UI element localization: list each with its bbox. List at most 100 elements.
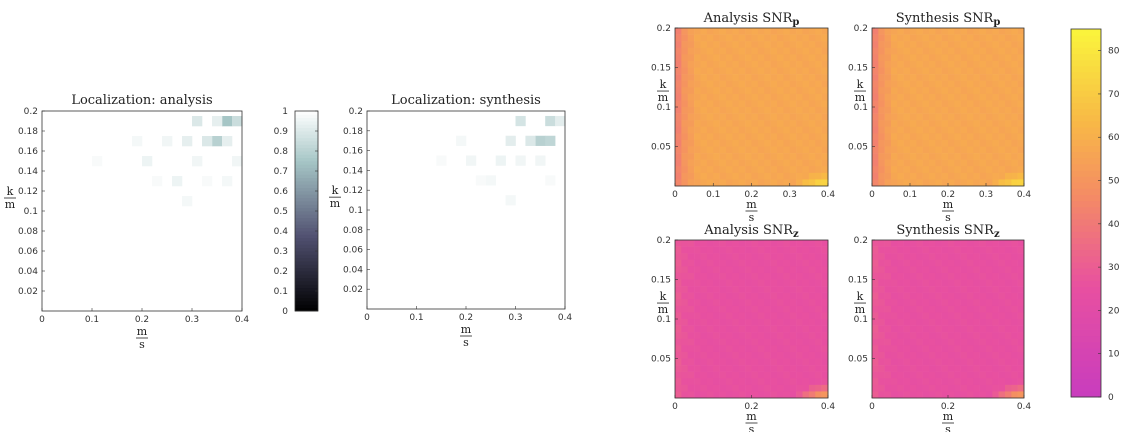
heatmap-cell	[694, 358, 701, 366]
heatmap-cell	[789, 378, 797, 386]
heatmap-cell	[954, 107, 961, 114]
heatmap-cell	[745, 299, 752, 307]
heatmap-cell	[992, 100, 999, 108]
heatmap-cell	[751, 60, 759, 68]
heatmap-cell	[878, 107, 885, 114]
heatmap-cell	[675, 384, 682, 392]
heatmap-cell	[910, 338, 917, 346]
heatmap-cell	[872, 253, 879, 261]
heatmap-cell	[764, 266, 771, 274]
heatmap-cell	[675, 358, 682, 366]
heatmap-cell	[815, 259, 822, 267]
heatmap-cell	[941, 240, 949, 247]
heatmap-cell	[973, 351, 980, 359]
heatmap-cell	[884, 93, 892, 101]
heatmap-cell	[821, 305, 829, 313]
heatmap-cell	[764, 384, 771, 392]
heatmap-cell	[732, 286, 740, 293]
heatmap-cell	[802, 338, 810, 346]
heatmap-cell	[973, 107, 980, 114]
heatmap-cell	[777, 391, 784, 399]
heatmap-cell	[967, 365, 974, 372]
heatmap-cell	[751, 126, 759, 134]
heatmap-cell	[922, 253, 930, 261]
y-tick-label: 0.1	[854, 103, 868, 113]
heatmap-cell	[979, 332, 987, 340]
heatmap-cell	[789, 358, 797, 366]
heatmap-cell	[1005, 384, 1012, 392]
heatmap-cell	[713, 391, 720, 399]
heatmap-cell	[738, 107, 746, 114]
heatmap-cell	[910, 126, 917, 134]
heatmap-cell	[922, 299, 930, 307]
heatmap-cell	[878, 299, 885, 307]
heatmap-cell	[986, 272, 993, 280]
heatmap-cell	[941, 166, 949, 174]
heatmap-cell	[821, 74, 829, 81]
heatmap-cell	[922, 179, 930, 187]
heatmap-cell	[973, 371, 980, 379]
heatmap-cell	[777, 365, 784, 372]
colorbar-segment	[1071, 121, 1101, 128]
heatmap-cell	[1005, 28, 1012, 35]
heatmap-cell	[796, 305, 803, 313]
heatmap-cell	[675, 240, 682, 247]
heatmap-cell	[878, 292, 885, 300]
heatmap-cell	[675, 319, 682, 326]
heatmap-cell	[948, 299, 955, 307]
heatmap-cell	[1017, 338, 1025, 346]
heatmap-cell	[986, 107, 993, 114]
heatmap-cell	[954, 47, 961, 55]
heatmap-cell	[687, 74, 695, 81]
heatmap-cell	[878, 378, 885, 386]
heatmap-cell	[789, 146, 797, 154]
heatmap-cell	[973, 319, 980, 326]
heatmap-cell	[1011, 384, 1018, 392]
heatmap-cell	[719, 74, 727, 81]
heatmap-cell	[929, 246, 936, 254]
heatmap-cell	[986, 253, 993, 261]
heatmap-cell	[929, 325, 936, 333]
heatmap-cell	[916, 166, 923, 174]
heatmap-cell	[1011, 166, 1018, 174]
heatmap-cell	[967, 172, 974, 180]
heatmap-cell	[910, 332, 917, 340]
heatmap-cell	[967, 153, 974, 160]
x-tick-label: 0.4	[235, 315, 250, 325]
heatmap-cell	[694, 28, 701, 35]
heatmap-cell	[897, 371, 904, 379]
heatmap-cell	[732, 345, 740, 353]
heatmap-cell	[815, 139, 822, 147]
heatmap-cell	[954, 41, 961, 49]
heatmap-cell	[675, 28, 682, 35]
heatmap-cell	[162, 136, 173, 147]
heatmap-cell	[948, 253, 955, 261]
heatmap-cell	[998, 100, 1006, 108]
heatmap-cell	[726, 319, 733, 326]
heatmap-cell	[783, 139, 791, 147]
heatmap-cell	[973, 253, 980, 261]
heatmap-cell	[719, 351, 727, 359]
colorbar-segment	[295, 141, 318, 145]
heatmap-cell	[751, 113, 759, 121]
heatmap-cell	[815, 319, 822, 326]
heatmap-cell	[732, 41, 740, 49]
heatmap-cell	[687, 279, 695, 287]
heatmap-cell	[1011, 41, 1018, 49]
heatmap-cell	[891, 120, 898, 128]
heatmap-cell	[967, 34, 974, 42]
heatmap-cell	[910, 172, 917, 180]
heatmap-cell	[935, 133, 942, 141]
heatmap-cell	[751, 345, 759, 353]
heatmap-cell	[706, 87, 714, 95]
heatmap-cell	[802, 93, 810, 101]
y-tick-label: 0.15	[848, 276, 868, 286]
heatmap-cell	[891, 133, 898, 141]
heatmap-cell	[757, 266, 765, 274]
heatmap-cell	[897, 266, 904, 274]
heatmap-cell	[777, 74, 784, 81]
heatmap-cell	[935, 305, 942, 313]
heatmap-cell	[764, 292, 771, 300]
heatmap-cell	[815, 351, 822, 359]
heatmap-cell	[903, 305, 911, 313]
